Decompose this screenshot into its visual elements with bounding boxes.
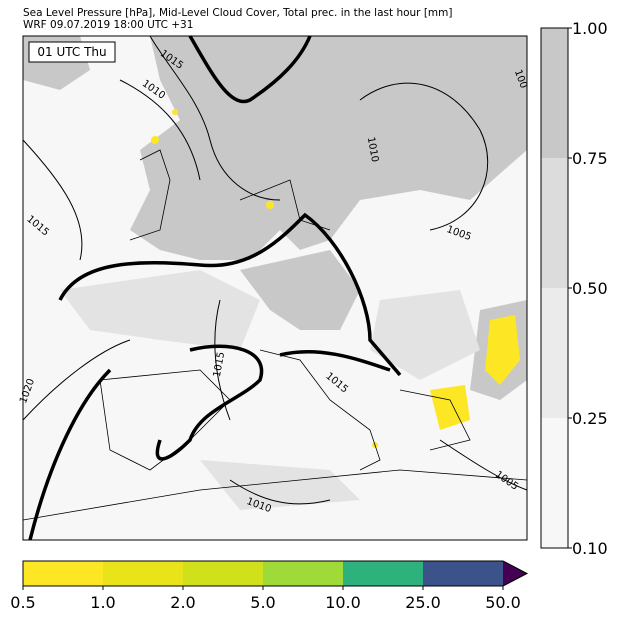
colorbar-band xyxy=(183,561,263,586)
colorbar-band xyxy=(541,418,568,548)
colorbar-tick-label: 10.0 xyxy=(325,593,361,612)
colorbar-band xyxy=(343,561,423,586)
contour-label: 1015 xyxy=(212,351,227,378)
time-box xyxy=(28,41,116,63)
colorbar-tick-label: 0.75 xyxy=(572,149,608,168)
colorbar-band xyxy=(541,288,568,418)
map: 01 UTC Thu xyxy=(22,35,528,541)
colorbar-tick-label: 0.50 xyxy=(572,279,608,298)
colorbar-band xyxy=(423,561,503,586)
title-line: Sea Level Pressure [hPa], Mid-Level Clou… xyxy=(23,7,453,19)
map-frame xyxy=(22,35,528,541)
colorbar-tick-label: 25.0 xyxy=(405,593,441,612)
colorbar-band xyxy=(103,561,183,586)
colorbar-band xyxy=(23,561,103,586)
colorbar-tick-label: 50.0 xyxy=(485,593,521,612)
contour-label: 1010 xyxy=(365,136,380,163)
isobars-thick xyxy=(28,35,402,541)
colorbar-band xyxy=(541,28,568,158)
colorbar-tick-label: 0.25 xyxy=(572,409,608,428)
isobars xyxy=(22,35,528,505)
cloud-areas-light xyxy=(60,270,480,510)
colorbar-frame xyxy=(22,560,529,587)
colorbar-band xyxy=(541,158,568,288)
colorbar-extend xyxy=(503,561,527,586)
colorbar-tick-label: 0.5 xyxy=(10,593,35,612)
colorbar-tick-label: 1.0 xyxy=(90,593,115,612)
colorbar-tick-label: 1.00 xyxy=(572,19,608,38)
colorbar-band xyxy=(263,561,343,586)
title-line: WRF 09.07.2019 18:00 UTC +31 xyxy=(23,19,193,31)
time-label: 01 UTC Thu xyxy=(37,45,106,59)
colorbar-tick-label: 5.0 xyxy=(250,593,275,612)
colorbar-tick-label: 0.10 xyxy=(572,539,608,558)
colorbar-tick-label: 2.0 xyxy=(170,593,195,612)
